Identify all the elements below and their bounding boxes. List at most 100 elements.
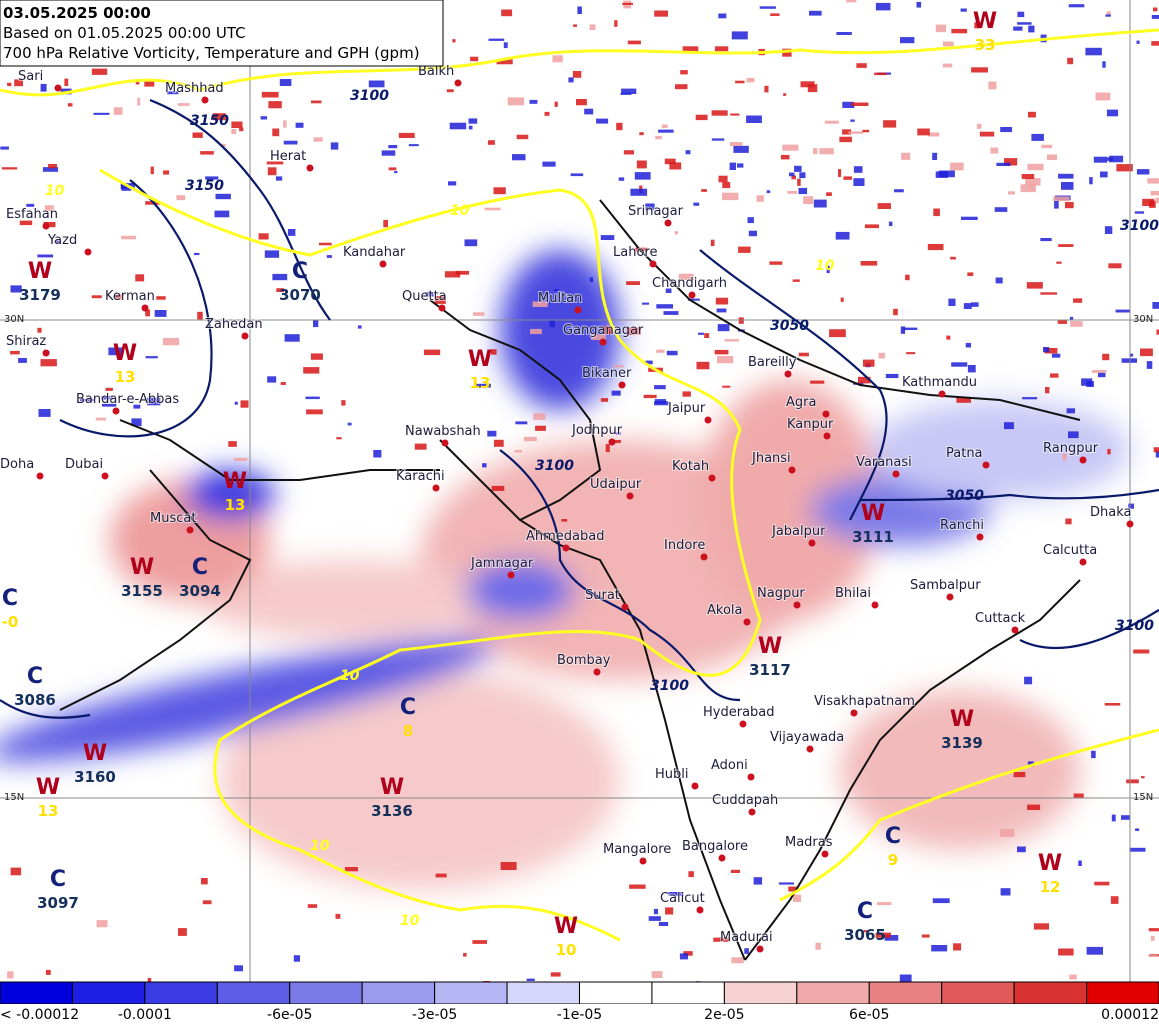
city-dot (600, 339, 607, 346)
speckle (1047, 155, 1057, 161)
colorbar-swatch (0, 982, 72, 1004)
speckle (662, 125, 668, 129)
speckle (1135, 828, 1139, 831)
speckle (665, 907, 673, 914)
system-letter: W (223, 469, 247, 494)
speckle (836, 232, 850, 240)
speckle (769, 261, 782, 264)
city-dot (650, 261, 657, 268)
speckle (1154, 447, 1159, 452)
speckle (711, 240, 715, 246)
speckle (779, 882, 794, 884)
speckle (303, 367, 319, 374)
speckle (782, 145, 798, 151)
speckle (917, 129, 930, 136)
city-label: Jhansi (751, 451, 791, 466)
speckle (94, 113, 110, 115)
speckle (883, 120, 896, 127)
speckle (850, 120, 854, 122)
city-dot (1080, 559, 1087, 566)
speckle (715, 46, 728, 51)
city-label: Srinagar (628, 204, 684, 219)
speckle (450, 123, 467, 130)
speckle (917, 2, 922, 8)
colorbar-label: -0.0001 (118, 1007, 172, 1023)
colorbar-swatch (290, 982, 362, 1004)
city-label: Cuttack (975, 611, 1026, 626)
speckle (933, 209, 940, 217)
speckle (649, 916, 661, 921)
contour-label: 10 (340, 668, 360, 684)
speckle (722, 182, 730, 188)
city-dot (1080, 457, 1087, 464)
city-dot (689, 292, 696, 299)
speckle (193, 133, 203, 138)
speckle (1028, 112, 1036, 118)
city-dot (142, 305, 149, 312)
speckle (906, 352, 915, 354)
speckle (294, 955, 300, 962)
speckle (616, 123, 622, 130)
speckle (738, 247, 751, 253)
speckle (1053, 196, 1070, 201)
speckle (829, 329, 846, 337)
city-dot (939, 391, 946, 398)
speckle (964, 303, 972, 309)
speckle (1081, 378, 1092, 385)
city-label: Akola (707, 603, 743, 618)
speckle (1069, 4, 1085, 7)
speckle (961, 217, 978, 220)
speckle (1040, 238, 1051, 241)
system-letter: W (758, 634, 782, 659)
system-value: 12 (1040, 878, 1061, 896)
speckle (1001, 888, 1011, 895)
speckle (306, 409, 323, 414)
speckle (64, 79, 68, 86)
speckle (1073, 298, 1082, 302)
speckle (787, 191, 797, 194)
speckle (501, 862, 517, 870)
speckle (799, 172, 805, 178)
speckle (268, 167, 277, 175)
city-label: Doha (0, 457, 34, 472)
speckle (1058, 320, 1067, 324)
speckle (1014, 772, 1026, 777)
speckle (903, 328, 917, 330)
system-value: 33 (975, 36, 996, 54)
city-label: Bandar-e-Abbas (76, 392, 179, 407)
speckle (268, 101, 281, 108)
system-value: 3179 (19, 286, 61, 304)
speckle (659, 922, 668, 926)
speckle (980, 132, 994, 137)
speckle (967, 272, 973, 276)
speckle (470, 57, 478, 62)
speckle (135, 274, 144, 281)
city-dot (748, 774, 755, 781)
speckle (1094, 157, 1108, 163)
speckle (1153, 8, 1157, 12)
speckle (228, 441, 237, 447)
city-label: Nawabshah (405, 424, 481, 439)
speckle (265, 250, 279, 257)
speckle (861, 261, 878, 266)
system-letter: W (36, 775, 60, 800)
speckle (652, 971, 663, 978)
city-dot (794, 602, 801, 609)
speckle (1152, 302, 1159, 309)
speckle (524, 437, 537, 441)
speckle (494, 187, 506, 194)
speckle (485, 208, 501, 211)
city-label: Madras (785, 835, 833, 850)
speckle (373, 450, 381, 458)
speckle (693, 203, 699, 206)
city-dot (977, 534, 984, 541)
city-label: Visakhapatnam (814, 694, 915, 709)
speckle (445, 271, 460, 277)
city-label: Sambalpur (910, 578, 981, 593)
system-letter: W (1038, 851, 1062, 876)
speckle (701, 189, 707, 192)
contour-label: 3100 (650, 678, 689, 694)
city-dot (622, 604, 629, 611)
speckle (11, 868, 22, 876)
speckle (46, 970, 51, 975)
